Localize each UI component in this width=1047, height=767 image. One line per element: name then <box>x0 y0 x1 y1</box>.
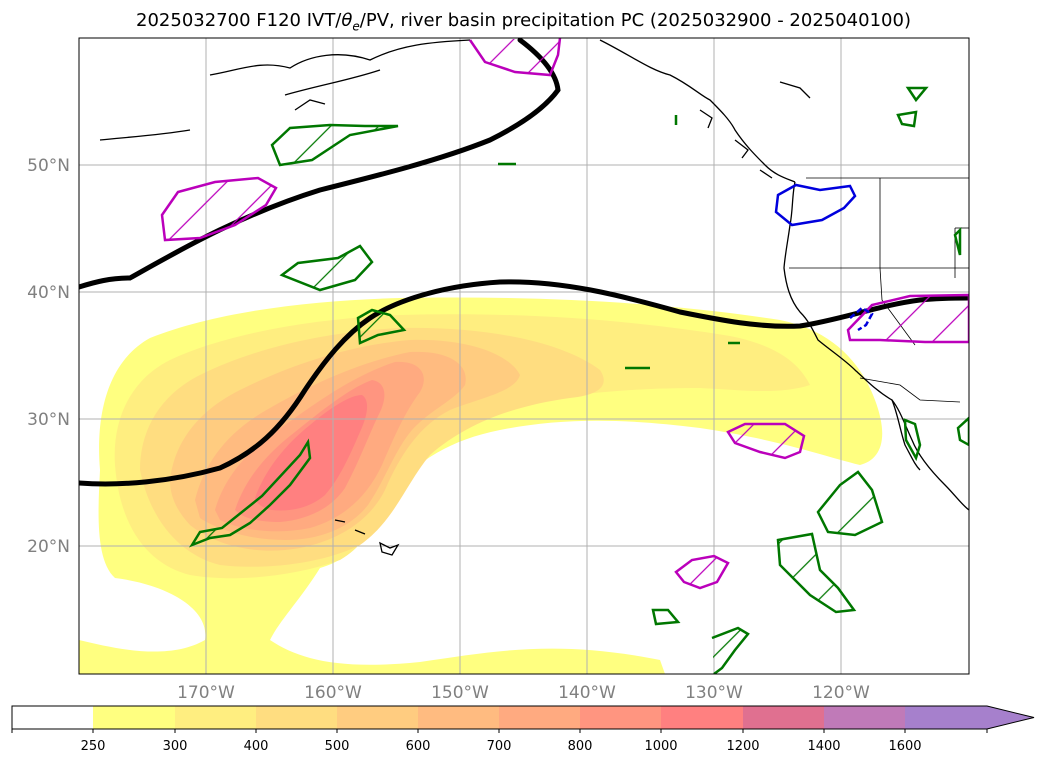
colorbar-ticks <box>11 729 988 733</box>
pc-green-12 <box>498 115 740 370</box>
pc-green-9 <box>896 86 929 128</box>
pv-contour-south <box>79 279 969 487</box>
pc-green-1 <box>270 123 399 167</box>
colorbar-bin-10 <box>905 706 987 729</box>
colorbar-bin-7 <box>661 706 743 729</box>
colorbar-label-1600: 1600 <box>888 739 921 754</box>
colorbar-bin-9 <box>824 706 905 729</box>
coastlines <box>99 39 969 556</box>
pc-magenta-2 <box>468 38 562 77</box>
colorbar-label-700: 700 <box>487 739 512 754</box>
lat-labels: 50°N 40°N 30°N 20°N <box>27 156 70 557</box>
pc-green-11 <box>953 226 969 447</box>
lat-label-50: 50°N <box>27 156 70 176</box>
lat-label-30: 30°N <box>27 410 70 430</box>
colorbar-label-300: 300 <box>163 739 188 754</box>
pc-green-4 <box>188 438 312 548</box>
us-west-coast <box>783 181 969 511</box>
colorbar-extend-arrow <box>987 706 1034 729</box>
plot-frame <box>78 37 970 675</box>
colorbar-below <box>12 706 93 729</box>
graticule <box>79 38 969 674</box>
map-title: 2025032700 F120 IVT/θe/PV, river basin p… <box>0 10 1047 34</box>
pc-magenta-4 <box>726 422 806 460</box>
pc-blue-2 <box>849 306 874 332</box>
colorbar-bin-5 <box>499 706 580 729</box>
colorbar-label-250: 250 <box>81 739 106 754</box>
pv-contours <box>79 38 969 487</box>
lon-label-150w: 150°W <box>431 683 489 703</box>
pc-magenta-3 <box>846 293 969 344</box>
colorbar-bin-1 <box>175 706 256 729</box>
colorbar-label-1400: 1400 <box>807 739 840 754</box>
colorbar-label-400: 400 <box>244 739 269 754</box>
lon-label-130w: 130°W <box>685 683 743 703</box>
colorbar-bin-0 <box>93 706 175 729</box>
lon-label-140w: 140°W <box>558 683 616 703</box>
pv-contour-north <box>79 38 561 290</box>
colorbar-label-600: 600 <box>406 739 431 754</box>
lon-label-160w: 160°W <box>304 683 362 703</box>
hawaii <box>334 519 400 556</box>
lon-labels: 170°W 160°W 150°W 140°W 130°W 120°W <box>177 683 870 703</box>
colorbar-bin-8 <box>743 706 824 729</box>
colorbar: 250 300 400 500 600 700 800 1000 1200 14… <box>11 705 1035 754</box>
pc-green-10 <box>651 608 681 626</box>
title-suffix: /PV, river basin precipitation PC (20250… <box>359 10 911 31</box>
pc-green-6 <box>776 532 857 614</box>
pc-blue-1 <box>774 183 857 227</box>
pc-green-8 <box>903 418 922 462</box>
pc-green-7 <box>711 626 750 674</box>
colorbar-label-1000: 1000 <box>644 739 677 754</box>
precip-pc-contours <box>160 38 969 674</box>
title-theta: θ <box>341 10 353 31</box>
lat-label-40: 40°N <box>27 283 70 303</box>
pc-green-5 <box>816 470 884 537</box>
pc-magenta-5 <box>674 554 730 590</box>
lon-label-170w: 170°W <box>177 683 235 703</box>
colorbar-label-800: 800 <box>568 739 593 754</box>
colorbar-bin-3 <box>337 706 418 729</box>
pc-magenta-1 <box>160 176 278 242</box>
title-prefix: 2025032700 F120 IVT/ <box>136 10 342 31</box>
baja <box>891 399 921 471</box>
alaska-coast <box>99 39 796 183</box>
colorbar-outline <box>11 705 1035 730</box>
colorbar-bin-2 <box>256 706 337 729</box>
colorbar-bin-6 <box>580 706 661 729</box>
title-theta-sub: e <box>352 19 360 34</box>
plot-area <box>79 38 969 674</box>
pc-green-2 <box>279 244 374 292</box>
pc-green-3 <box>356 308 407 345</box>
lat-label-20: 20°N <box>27 537 70 557</box>
colorbar-label-500: 500 <box>325 739 350 754</box>
lon-label-120w: 120°W <box>812 683 870 703</box>
colorbar-bin-4 <box>418 706 499 729</box>
bc-islands <box>699 81 811 179</box>
colorbar-label-1200: 1200 <box>726 739 759 754</box>
